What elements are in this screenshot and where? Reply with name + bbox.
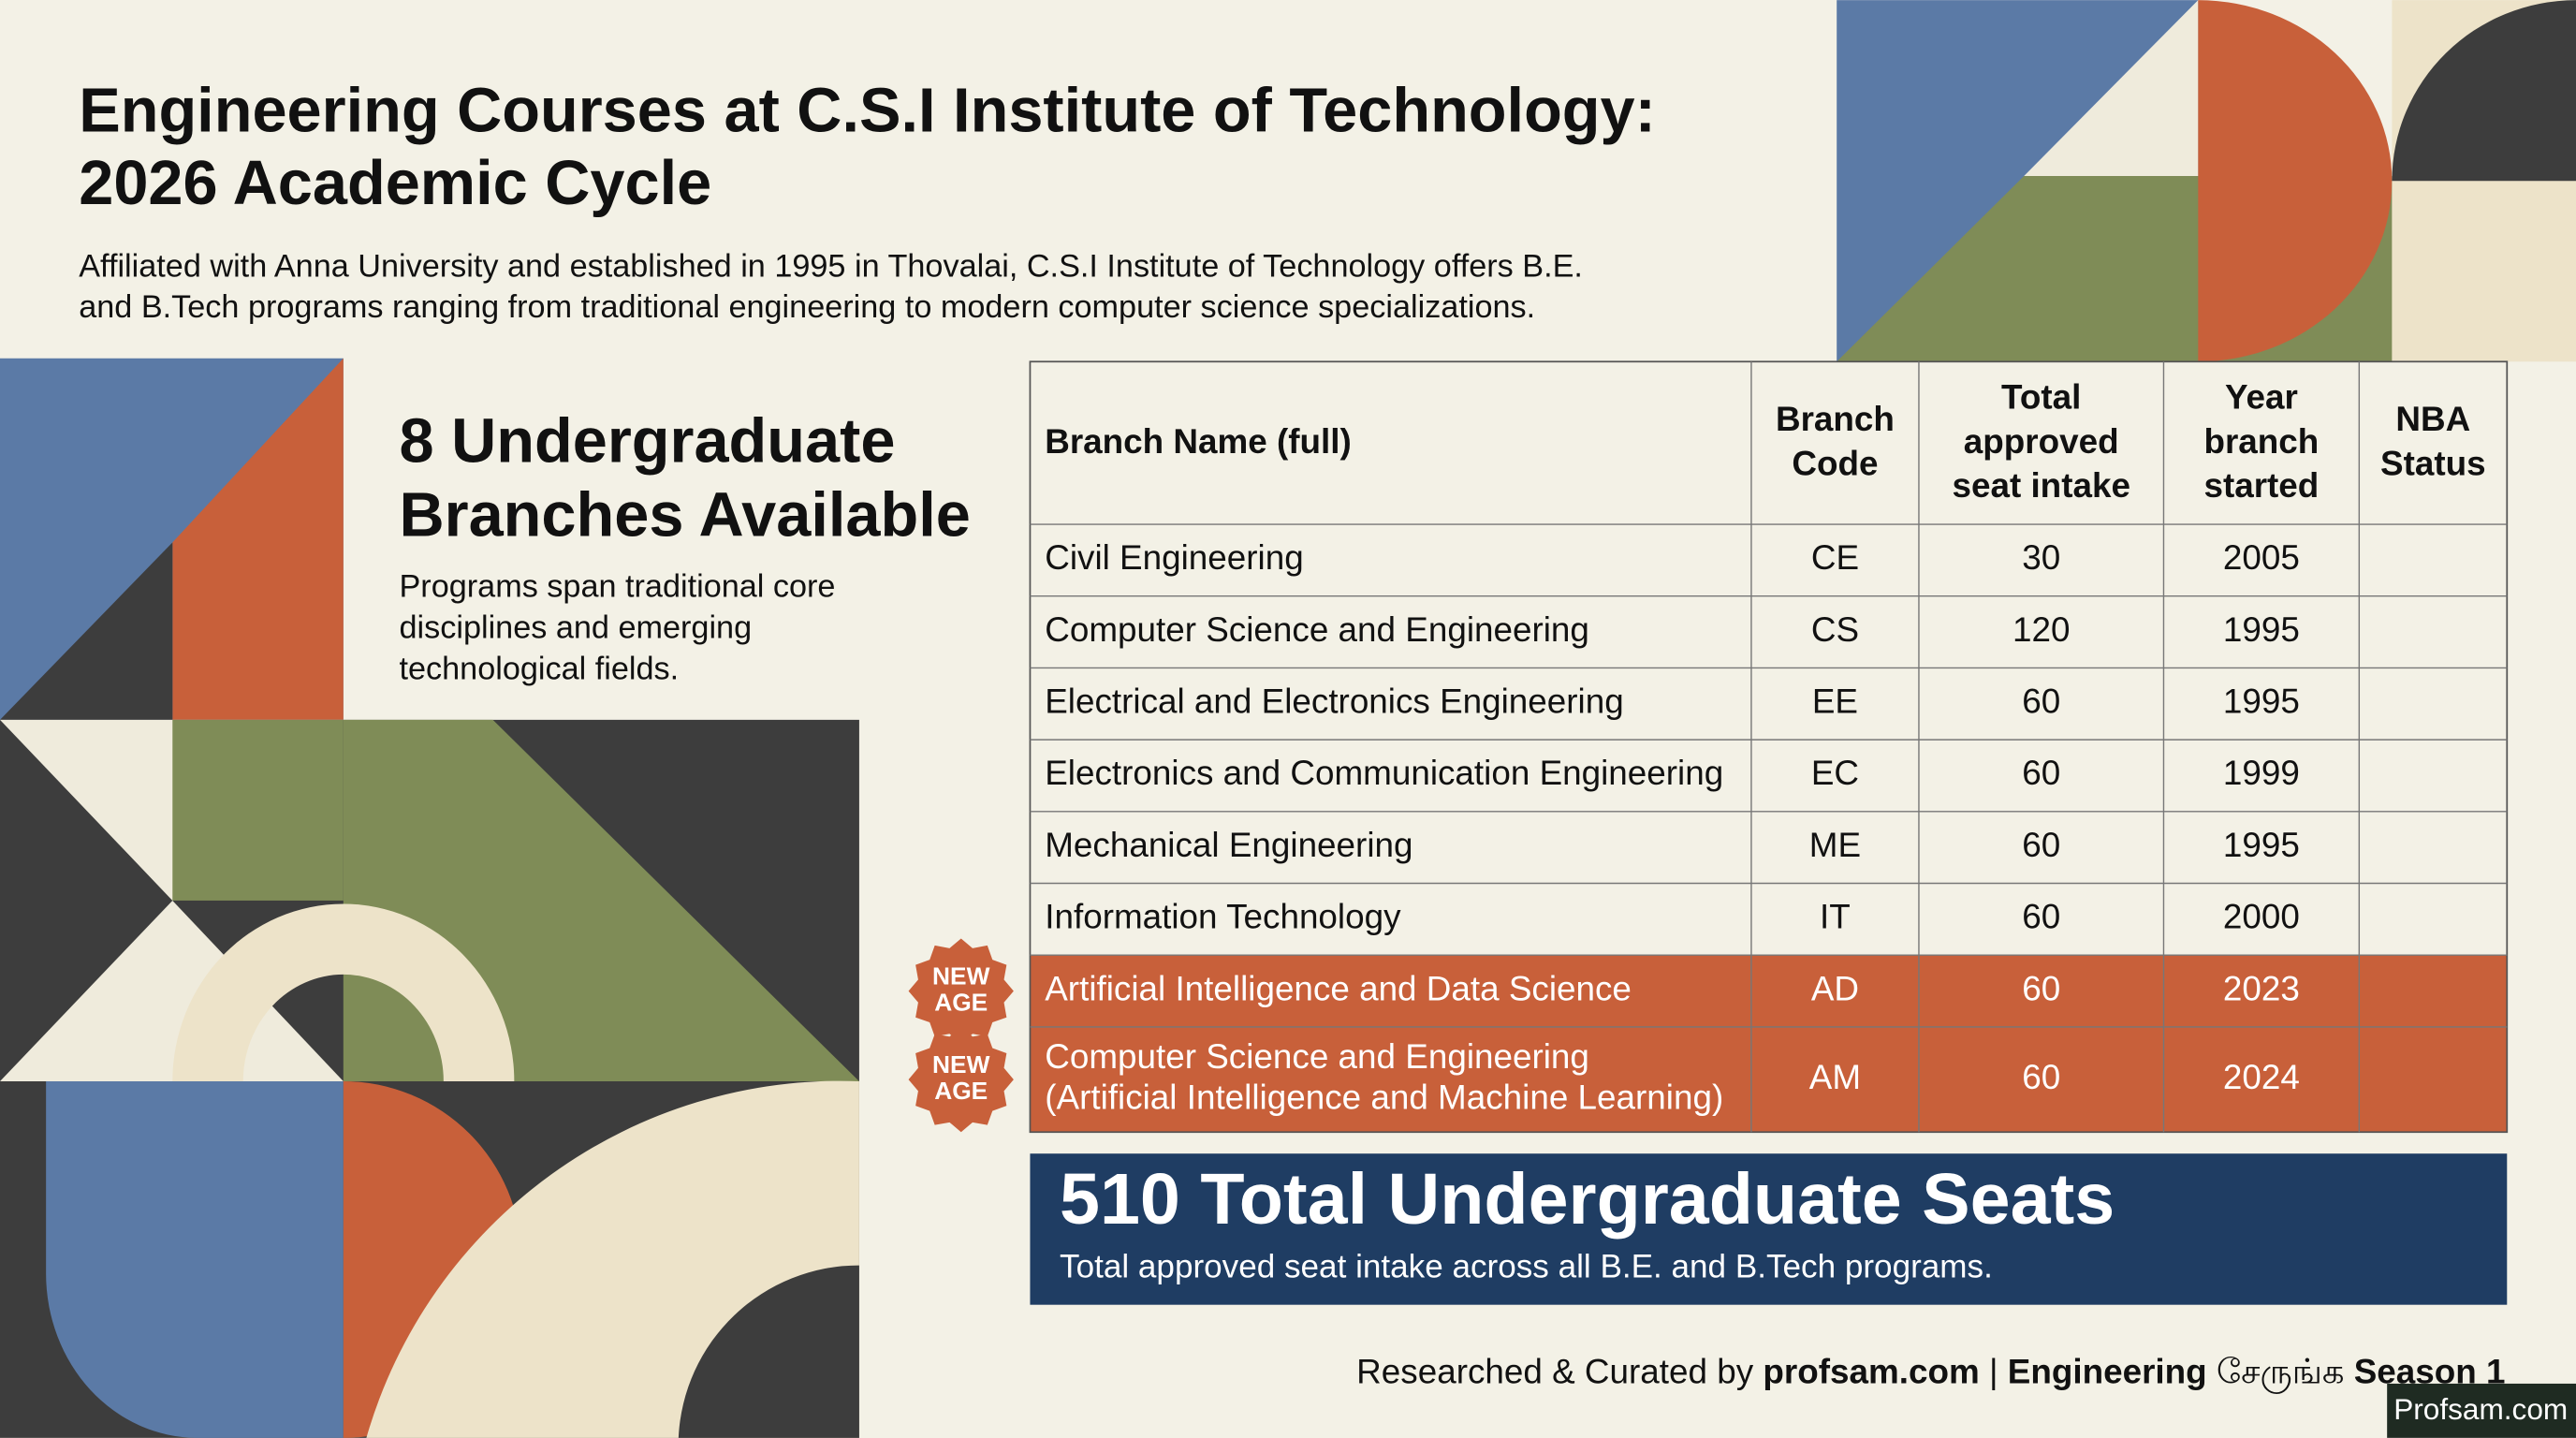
cell-code: AM: [1809, 1058, 1861, 1096]
new-age-badge: [908, 938, 1014, 1044]
column-header: Total: [2001, 377, 2081, 416]
column-header: branch: [2203, 422, 2319, 461]
footer-segment: Engineering: [2008, 1352, 2207, 1390]
shape: [172, 903, 515, 1081]
cell-code: IT: [1820, 898, 1851, 936]
page-title: 2026 Academic Cycle: [79, 149, 711, 218]
cell-year: 1995: [2223, 610, 2300, 649]
shape: [172, 719, 344, 901]
page-subtitle: Affiliated with Anna University and esta…: [79, 248, 1583, 284]
cell-code: CS: [1811, 610, 1859, 649]
branch-name: (Artificial Intelligence and Machine Lea…: [1045, 1078, 1723, 1117]
sidebar-heading: 8 Undergraduate: [399, 406, 895, 476]
cell-code: ME: [1809, 826, 1861, 864]
column-header: Code: [1792, 444, 1878, 482]
sidebar-text: Programs span traditional core: [399, 569, 835, 605]
column-header: Branch Name (full): [1045, 422, 1352, 461]
watermark: Profsam.com: [2393, 1392, 2568, 1426]
cell-year: 2000: [2223, 898, 2300, 936]
summary-text: Total approved seat intake across all B.…: [1060, 1248, 1993, 1284]
column-header: approved: [1964, 422, 2119, 461]
summary-title: 510 Total Undergraduate Seats: [1060, 1159, 2115, 1240]
highlight-row: [1030, 1026, 2508, 1133]
footer-credit: Researched & Curated by profsam.com | En…: [1356, 1352, 2505, 1393]
cell-year: 1995: [2223, 682, 2300, 720]
badge-text: AGE: [934, 1077, 988, 1105]
cell-seats: 60: [2022, 754, 2060, 792]
footer-segment: Researched & Curated by: [1356, 1352, 1763, 1390]
cell-code: AD: [1811, 969, 1859, 1007]
cell-code: CE: [1811, 538, 1859, 577]
footer-segment: சேருங்க: [2207, 1352, 2354, 1393]
shape: [2198, 0, 2393, 362]
shape: [2392, 0, 2576, 182]
cell-seats: 30: [2022, 538, 2060, 577]
branch-name: Electronics and Communication Engineerin…: [1045, 754, 1723, 792]
cell-seats: 60: [2022, 826, 2060, 864]
cell-code: EE: [1812, 682, 1858, 720]
badge-text: NEW: [932, 1050, 990, 1078]
cell-seats: 60: [2022, 898, 2060, 936]
branch-name: Computer Science and Engineering: [1045, 610, 1589, 649]
cell-year: 2023: [2223, 969, 2300, 1007]
cell-year: 1995: [2223, 826, 2300, 864]
column-header: Year: [2225, 377, 2298, 416]
cell-seats: 60: [2022, 969, 2060, 1007]
shape: [0, 900, 344, 1081]
shape: [46, 1081, 344, 1438]
branch-name: Information Technology: [1045, 898, 1401, 936]
sidebar-text: disciplines and emerging: [399, 609, 752, 645]
branch-name: Artificial Intelligence and Data Science: [1045, 969, 1632, 1007]
cell-code: EC: [1811, 754, 1859, 792]
summary-box: [1030, 1153, 2508, 1305]
watermark-box: [2387, 1383, 2576, 1438]
branch-table: [1029, 360, 2509, 1134]
column-header: NBA: [2395, 400, 2470, 438]
column-header: Status: [2380, 444, 2486, 482]
column-header: started: [2203, 466, 2319, 505]
column-header: Branch: [1776, 400, 1895, 438]
sidebar-text: technological fields.: [399, 651, 679, 686]
footer-segment: profsam.com: [1763, 1352, 1979, 1390]
cell-year: 1999: [2223, 754, 2300, 792]
left-decoration: [0, 358, 859, 1438]
cell-seats: 60: [2022, 682, 2060, 720]
shape: [678, 1265, 859, 1438]
cell-seats: 120: [2012, 610, 2070, 649]
badge-text: AGE: [934, 989, 988, 1017]
new-age-badge: [908, 1026, 1014, 1133]
sidebar-heading: Branches Available: [399, 480, 970, 550]
highlight-row: [1030, 955, 2508, 1027]
cell-seats: 60: [2022, 1058, 2060, 1096]
branch-name: Electrical and Electronics Engineering: [1045, 682, 1623, 720]
top-right-decoration: [1837, 0, 2576, 362]
page-subtitle: and B.Tech programs ranging from traditi…: [79, 289, 1535, 325]
shape: [0, 542, 173, 720]
branch-name: Civil Engineering: [1045, 538, 1303, 577]
page-title: Engineering Courses at C.S.I Institute o…: [79, 77, 1656, 146]
branch-name: Mechanical Engineering: [1045, 826, 1412, 864]
cell-year: 2005: [2223, 538, 2300, 577]
footer-segment: |: [1980, 1352, 2008, 1390]
column-header: seat intake: [1952, 466, 2130, 505]
badge-text: NEW: [932, 961, 990, 990]
branch-name: Computer Science and Engineering: [1045, 1037, 1589, 1076]
shape: [172, 358, 344, 720]
cell-year: 2024: [2223, 1058, 2300, 1096]
table-border: [1029, 360, 2509, 1134]
